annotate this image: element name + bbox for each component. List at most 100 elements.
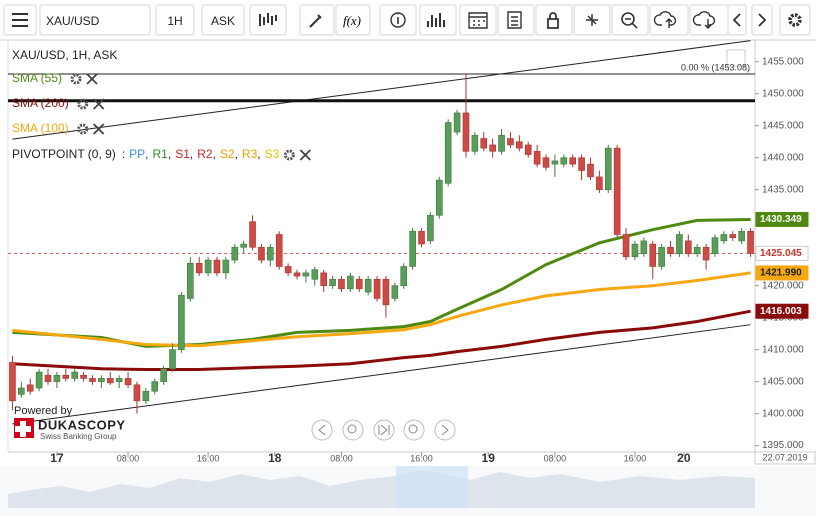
candle-body — [178, 294, 185, 350]
candle-body — [400, 266, 408, 286]
toolbar-button[interactable] — [535, 4, 573, 36]
legend-remove-icon[interactable] — [299, 149, 311, 161]
toolbar-button[interactable] — [249, 4, 287, 36]
candle-body — [649, 243, 657, 267]
candle-body — [284, 266, 292, 274]
candle-body — [231, 246, 239, 261]
candle-body — [427, 214, 434, 242]
menu-icon — [12, 13, 28, 27]
side-text: ASK — [211, 14, 235, 28]
candle-body — [711, 237, 719, 254]
toolbar-button[interactable] — [611, 4, 649, 36]
info-icon — [390, 12, 406, 28]
toolbar-button[interactable] — [155, 4, 195, 36]
legend-settings-icon[interactable] — [77, 98, 89, 110]
candle-body — [53, 374, 61, 382]
pivot-text: , — [190, 147, 193, 161]
candle-body — [329, 278, 336, 286]
pivot-text: S3 — [265, 147, 280, 161]
toolbar-button[interactable] — [573, 4, 611, 36]
pivot-text: , — [145, 147, 148, 161]
candle-body — [391, 285, 399, 299]
candle-body — [658, 246, 665, 267]
toolbar: XAU/USD 1H ASK f(x) — [0, 0, 816, 41]
x-tick-label: 08:00 — [544, 453, 567, 463]
candle-body — [685, 240, 692, 254]
nav-next-icon — [441, 424, 449, 436]
y-tick-label: 1405.000 — [762, 376, 804, 387]
candle-body — [258, 246, 265, 261]
toolbar-button[interactable] — [751, 4, 773, 36]
toolbar-button[interactable] — [779, 4, 811, 36]
candle-body — [560, 157, 568, 165]
legend-settings-icon[interactable] — [283, 149, 295, 161]
branding: Powered by DUKASCOPY Swiss Banking Group — [14, 405, 126, 441]
nav-zoom-in[interactable] — [403, 419, 425, 441]
legend-remove-icon[interactable] — [86, 73, 98, 85]
fx-text: f(x) — [343, 13, 361, 28]
toolbar-button[interactable] — [497, 4, 535, 36]
nav-reset[interactable] — [373, 419, 395, 441]
price-tag-label: 1425.045 — [760, 248, 802, 259]
candle-body — [453, 112, 461, 133]
pivot-text: , — [168, 147, 171, 161]
x-tick-label: 08:00 — [330, 453, 353, 463]
legend-settings-icon[interactable] — [70, 73, 82, 85]
candle-body — [142, 390, 150, 402]
candle-body — [9, 362, 16, 402]
x-tick-label: 08:00 — [117, 453, 140, 463]
candle-body — [409, 230, 416, 267]
toolbar-button[interactable] — [649, 4, 689, 36]
toolbar-button[interactable] — [379, 4, 417, 36]
toolbar-button[interactable] — [39, 4, 151, 36]
candle-body — [249, 221, 256, 248]
candle-body — [311, 269, 319, 280]
zoom-glyph — [625, 18, 638, 29]
toolbar-button[interactable] — [335, 4, 371, 36]
pivot-text: , — [257, 147, 260, 161]
toolbar-button[interactable] — [299, 4, 335, 36]
candle-body — [542, 157, 550, 168]
candle-body — [729, 234, 737, 238]
expand-icon[interactable] — [726, 49, 746, 67]
x-tick-label: 20 — [677, 451, 691, 465]
toolbar-button[interactable] — [459, 4, 497, 36]
nav-zoom-out[interactable] — [342, 419, 364, 441]
candle-body — [293, 272, 301, 277]
nav-prev[interactable] — [311, 419, 333, 441]
candle-body — [222, 259, 230, 274]
upload-icon — [653, 11, 677, 28]
candle-body — [569, 157, 576, 165]
candle-body — [347, 275, 354, 290]
y-tick-label: 1420.000 — [762, 280, 804, 291]
left-arrow-icon — [732, 13, 741, 27]
nav-next[interactable] — [434, 419, 456, 441]
candle-body — [204, 259, 212, 274]
candle-body — [169, 349, 176, 370]
candle-body — [364, 278, 372, 293]
navigator-window[interactable] — [396, 466, 468, 508]
toolbar-button[interactable] — [419, 4, 457, 36]
candle-body — [275, 234, 283, 267]
pivot-text: R2 — [197, 147, 213, 161]
pivot-text: PIVOTPOINT (0, 9) — [12, 147, 116, 161]
candle-body — [480, 138, 488, 149]
x-tick-label: 19 — [482, 451, 496, 465]
nav-zoom-out-icon — [347, 424, 357, 434]
candle-body — [444, 122, 452, 184]
toolbar-button[interactable] — [689, 4, 729, 36]
candle-body — [124, 378, 132, 386]
nav-reset-icon — [378, 424, 390, 436]
toolbar-button[interactable] — [3, 4, 37, 36]
legend-settings-icon[interactable] — [77, 123, 89, 135]
brand-name: DUKASCOPY — [38, 417, 126, 432]
symbol-text: XAU/USD — [46, 14, 100, 28]
toolbar-button[interactable] — [201, 4, 245, 36]
x-tick-label: 16:00 — [624, 453, 647, 463]
x-tick-label: 16:00 — [197, 453, 220, 463]
candle-body — [604, 147, 612, 191]
legend-remove-icon[interactable] — [93, 123, 105, 135]
candle-body — [89, 378, 96, 382]
legend-remove-icon[interactable] — [93, 98, 105, 110]
pivot-text: : — [122, 147, 125, 161]
